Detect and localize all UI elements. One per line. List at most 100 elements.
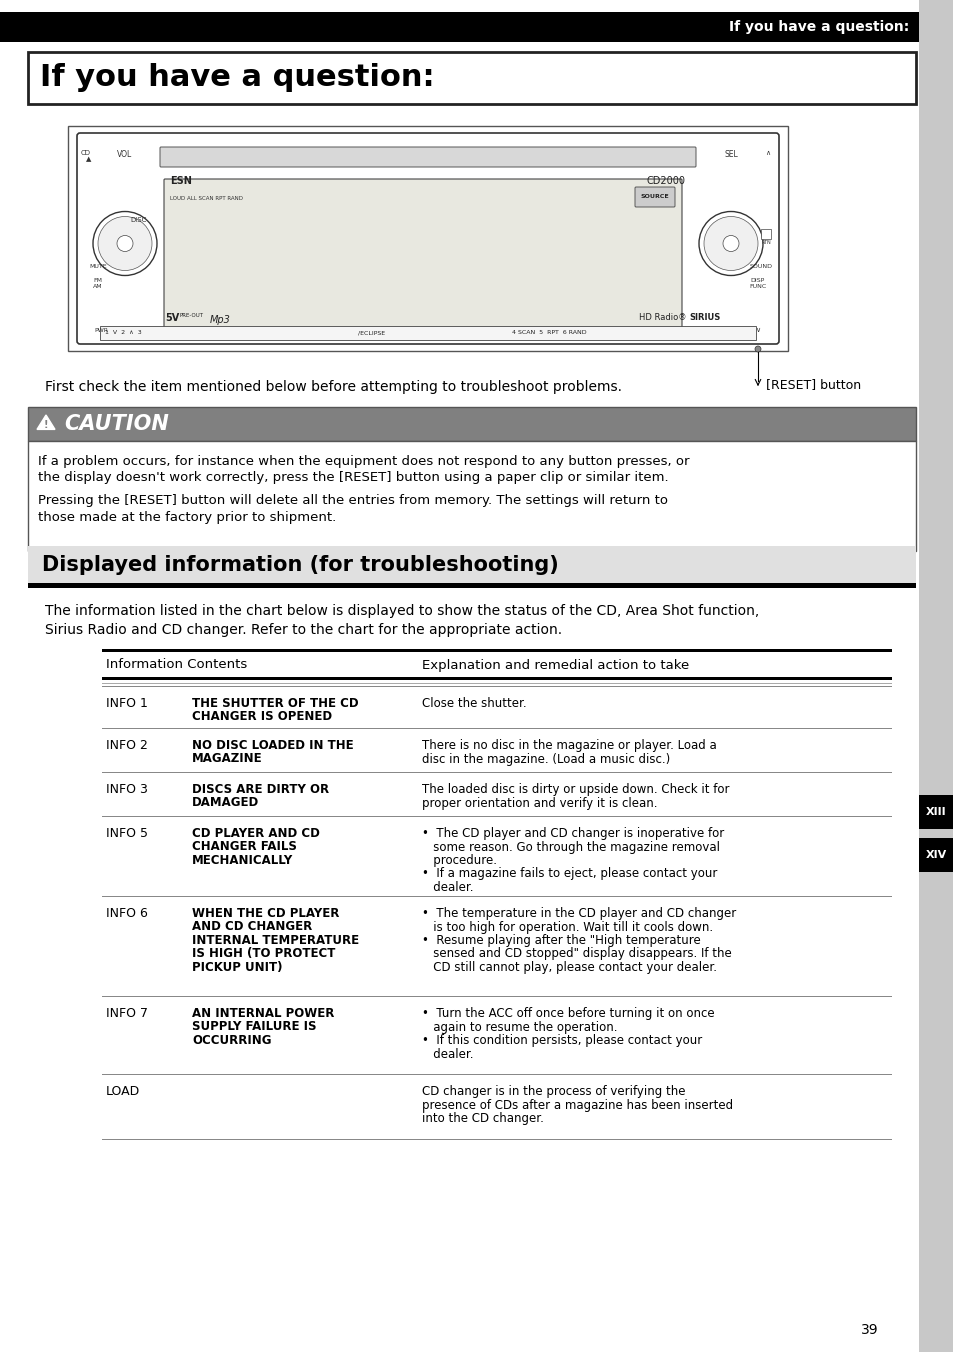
Text: 4 SCAN  5  RPT  6 RAND: 4 SCAN 5 RPT 6 RAND <box>511 330 585 335</box>
Text: into the CD changer.: into the CD changer. <box>421 1111 543 1125</box>
Text: THE SHUTTER OF THE CD: THE SHUTTER OF THE CD <box>192 698 358 710</box>
Text: MUTE: MUTE <box>89 264 107 269</box>
Text: INFO 3: INFO 3 <box>106 783 148 796</box>
Text: INFO 6: INFO 6 <box>106 907 148 919</box>
Circle shape <box>754 346 760 352</box>
Text: NO DISC LOADED IN THE: NO DISC LOADED IN THE <box>192 740 354 752</box>
Text: MAGAZINE: MAGAZINE <box>192 753 262 765</box>
Bar <box>100 326 755 339</box>
Text: HD Radio®: HD Radio® <box>639 314 686 322</box>
Text: SUPPLY FAILURE IS: SUPPLY FAILURE IS <box>192 1021 316 1033</box>
Bar <box>760 228 770 238</box>
Text: CD: CD <box>81 150 91 155</box>
Text: proper orientation and verify it is clean.: proper orientation and verify it is clea… <box>421 796 657 810</box>
Text: Close the shutter.: Close the shutter. <box>421 698 526 710</box>
Text: INFO 1: INFO 1 <box>106 698 148 710</box>
Text: again to resume the operation.: again to resume the operation. <box>421 1021 617 1033</box>
Text: presence of CDs after a magazine has been inserted: presence of CDs after a magazine has bee… <box>421 1098 732 1111</box>
Text: WHEN THE CD PLAYER: WHEN THE CD PLAYER <box>192 907 339 919</box>
Text: INFO 5: INFO 5 <box>106 827 148 840</box>
Bar <box>28 407 915 441</box>
Text: There is no disc in the magazine or player. Load a: There is no disc in the magazine or play… <box>421 740 716 752</box>
Bar <box>918 838 953 872</box>
Text: dealer.: dealer. <box>421 1048 473 1060</box>
Circle shape <box>98 216 152 270</box>
Text: LOAD: LOAD <box>106 1086 140 1098</box>
Text: [RESET] button: [RESET] button <box>765 379 861 392</box>
Bar <box>28 51 915 104</box>
Text: SOURCE: SOURCE <box>640 195 669 200</box>
Circle shape <box>699 211 762 276</box>
Text: INFO 2: INFO 2 <box>106 740 148 752</box>
Bar <box>28 583 915 588</box>
Text: AND CD CHANGER: AND CD CHANGER <box>192 921 312 933</box>
Text: SIRIUS: SIRIUS <box>688 314 720 322</box>
Text: disc in the magazine. (Load a music disc.): disc in the magazine. (Load a music disc… <box>421 753 670 765</box>
Text: •  If a magazine fails to eject, please contact your: • If a magazine fails to eject, please c… <box>421 868 717 880</box>
Text: Mp3: Mp3 <box>210 315 231 324</box>
Text: ESN: ESN <box>170 176 192 187</box>
Text: PWR: PWR <box>94 329 108 333</box>
Text: INTERNAL TEMPERATURE: INTERNAL TEMPERATURE <box>192 934 358 946</box>
Text: FM
AM: FM AM <box>93 279 103 289</box>
Bar <box>68 126 787 352</box>
Text: CD PLAYER AND CD: CD PLAYER AND CD <box>192 827 319 840</box>
Circle shape <box>117 235 132 251</box>
Text: some reason. Go through the magazine removal: some reason. Go through the magazine rem… <box>421 841 720 853</box>
Text: RTN: RTN <box>760 241 770 245</box>
Text: If a problem occurs, for instance when the equipment does not respond to any but: If a problem occurs, for instance when t… <box>38 456 689 468</box>
Text: •  Turn the ACC off once before turning it on once: • Turn the ACC off once before turning i… <box>421 1007 714 1019</box>
Text: If you have a question:: If you have a question: <box>728 20 908 34</box>
Text: XIII: XIII <box>925 807 945 817</box>
Text: PRE-OUT: PRE-OUT <box>180 314 204 318</box>
Text: procedure.: procedure. <box>421 854 497 867</box>
Text: CD changer is in the process of verifying the: CD changer is in the process of verifyin… <box>421 1086 685 1098</box>
Text: 39: 39 <box>861 1324 878 1337</box>
Text: The information listed in the chart below is displayed to show the status of the: The information listed in the chart belo… <box>45 604 759 618</box>
Text: DISCS ARE DIRTY OR: DISCS ARE DIRTY OR <box>192 783 329 796</box>
Text: the display doesn't work correctly, press the [RESET] button using a paper clip : the display doesn't work correctly, pres… <box>38 472 668 484</box>
Text: Pressing the [RESET] button will delete all the entries from memory. The setting: Pressing the [RESET] button will delete … <box>38 493 667 507</box>
Text: Displayed information (for troubleshooting): Displayed information (for troubleshooti… <box>42 556 558 575</box>
Text: SOUND: SOUND <box>749 264 772 269</box>
Text: /ECLIPSE: /ECLIPSE <box>358 330 385 335</box>
FancyBboxPatch shape <box>635 187 675 207</box>
Text: ▲: ▲ <box>86 155 91 162</box>
Bar <box>918 0 953 1352</box>
Text: dealer.: dealer. <box>421 882 473 894</box>
Circle shape <box>703 216 758 270</box>
Bar <box>28 546 915 584</box>
Text: PICKUP UNIT): PICKUP UNIT) <box>192 961 282 973</box>
Circle shape <box>722 235 739 251</box>
Text: DAMAGED: DAMAGED <box>192 796 259 810</box>
Text: CHANGER IS OPENED: CHANGER IS OPENED <box>192 711 332 723</box>
Text: AN INTERNAL POWER: AN INTERNAL POWER <box>192 1007 334 1019</box>
Text: 1  V  2  ∧  3: 1 V 2 ∧ 3 <box>105 330 142 335</box>
Bar <box>102 677 891 680</box>
Text: If you have a question:: If you have a question: <box>40 64 435 92</box>
Bar <box>28 441 915 552</box>
Bar <box>918 795 953 829</box>
Text: !: ! <box>44 420 49 430</box>
Text: is too high for operation. Wait till it cools down.: is too high for operation. Wait till it … <box>421 921 713 933</box>
Text: those made at the factory prior to shipment.: those made at the factory prior to shipm… <box>38 511 335 523</box>
Text: DISC: DISC <box>130 218 146 223</box>
Text: sensed and CD stopped" display disappears. If the: sensed and CD stopped" display disappear… <box>421 948 731 960</box>
FancyBboxPatch shape <box>164 178 681 331</box>
Text: OCCURRING: OCCURRING <box>192 1034 272 1046</box>
Circle shape <box>92 211 157 276</box>
Text: MECHANICALLY: MECHANICALLY <box>192 854 293 867</box>
Text: Information Contents: Information Contents <box>106 658 247 672</box>
Text: IS HIGH (TO PROTECT: IS HIGH (TO PROTECT <box>192 948 335 960</box>
Text: CAUTION: CAUTION <box>64 414 169 434</box>
Text: First check the item mentioned below before attempting to troubleshoot problems.: First check the item mentioned below bef… <box>45 380 621 393</box>
Text: 5V: 5V <box>165 314 179 323</box>
FancyBboxPatch shape <box>77 132 779 343</box>
Text: •  Resume playing after the "High temperature: • Resume playing after the "High tempera… <box>421 934 700 946</box>
Text: DISP
FUNC: DISP FUNC <box>749 279 766 289</box>
Text: XIV: XIV <box>925 850 946 860</box>
Text: CD still cannot play, please contact your dealer.: CD still cannot play, please contact you… <box>421 961 717 973</box>
Polygon shape <box>37 415 55 430</box>
Text: •  If this condition persists, please contact your: • If this condition persists, please con… <box>421 1034 701 1046</box>
Text: LOUD ALL SCAN RPT RAND: LOUD ALL SCAN RPT RAND <box>170 196 243 201</box>
